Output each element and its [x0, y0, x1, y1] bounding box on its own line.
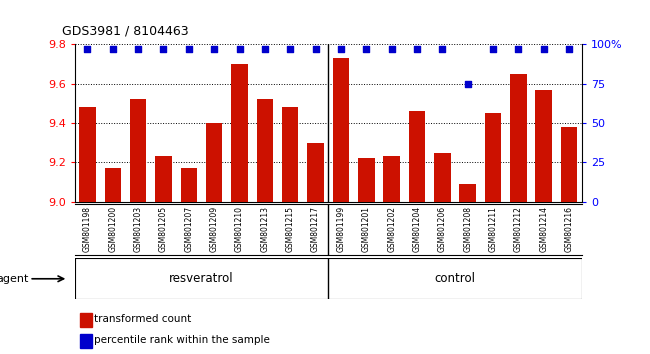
- Text: GSM801212: GSM801212: [514, 206, 523, 252]
- Bar: [80, 313, 92, 327]
- Bar: [231, 64, 248, 202]
- Text: GSM801211: GSM801211: [489, 206, 497, 252]
- Point: [285, 46, 295, 52]
- Bar: [409, 111, 425, 202]
- Point: [159, 46, 169, 52]
- Point: [259, 46, 270, 52]
- Text: GSM801217: GSM801217: [311, 206, 320, 252]
- Bar: [485, 113, 501, 202]
- Bar: [510, 74, 526, 202]
- Point: [488, 46, 499, 52]
- Point: [386, 46, 396, 52]
- Point: [361, 46, 372, 52]
- Text: GSM801204: GSM801204: [413, 206, 421, 252]
- Text: GSM801201: GSM801201: [362, 206, 370, 252]
- Text: GSM801215: GSM801215: [286, 206, 294, 252]
- Bar: [358, 159, 374, 202]
- Text: GSM801208: GSM801208: [463, 206, 472, 252]
- Point: [108, 46, 118, 52]
- Bar: [181, 168, 197, 202]
- Point: [437, 46, 448, 52]
- Bar: [130, 99, 146, 202]
- Bar: [434, 153, 450, 202]
- Bar: [155, 156, 172, 202]
- Bar: [384, 156, 400, 202]
- Text: GSM801206: GSM801206: [438, 206, 447, 252]
- Text: GSM801216: GSM801216: [565, 206, 573, 252]
- Point: [463, 81, 473, 86]
- Text: GSM801205: GSM801205: [159, 206, 168, 252]
- Bar: [536, 90, 552, 202]
- Bar: [79, 107, 96, 202]
- Text: GSM801198: GSM801198: [83, 206, 92, 252]
- Text: GSM801203: GSM801203: [134, 206, 142, 252]
- Bar: [282, 107, 298, 202]
- Text: GSM801200: GSM801200: [109, 206, 117, 252]
- Bar: [460, 184, 476, 202]
- Bar: [80, 334, 92, 348]
- Text: control: control: [434, 272, 476, 285]
- Point: [412, 46, 423, 52]
- Bar: [307, 143, 324, 202]
- Bar: [333, 58, 349, 202]
- Text: GSM801209: GSM801209: [210, 206, 218, 252]
- Text: resveratrol: resveratrol: [169, 272, 234, 285]
- Text: GSM801213: GSM801213: [261, 206, 269, 252]
- Point: [335, 46, 346, 52]
- Bar: [105, 168, 121, 202]
- Text: agent: agent: [0, 274, 29, 284]
- Text: percentile rank within the sample: percentile rank within the sample: [94, 335, 270, 345]
- Point: [311, 46, 321, 52]
- Point: [564, 46, 575, 52]
- Bar: [257, 99, 273, 202]
- Bar: [206, 123, 222, 202]
- Point: [82, 46, 93, 52]
- Point: [183, 46, 194, 52]
- Point: [235, 46, 245, 52]
- Point: [133, 46, 143, 52]
- Text: GDS3981 / 8104463: GDS3981 / 8104463: [62, 25, 188, 38]
- Text: GSM801199: GSM801199: [337, 206, 345, 252]
- Text: GSM801214: GSM801214: [540, 206, 548, 252]
- Point: [209, 46, 220, 52]
- Bar: [561, 127, 577, 202]
- Text: transformed count: transformed count: [94, 314, 191, 324]
- Point: [538, 46, 549, 52]
- Point: [514, 46, 524, 52]
- Text: GSM801207: GSM801207: [185, 206, 193, 252]
- Text: GSM801202: GSM801202: [387, 206, 396, 252]
- Text: GSM801210: GSM801210: [235, 206, 244, 252]
